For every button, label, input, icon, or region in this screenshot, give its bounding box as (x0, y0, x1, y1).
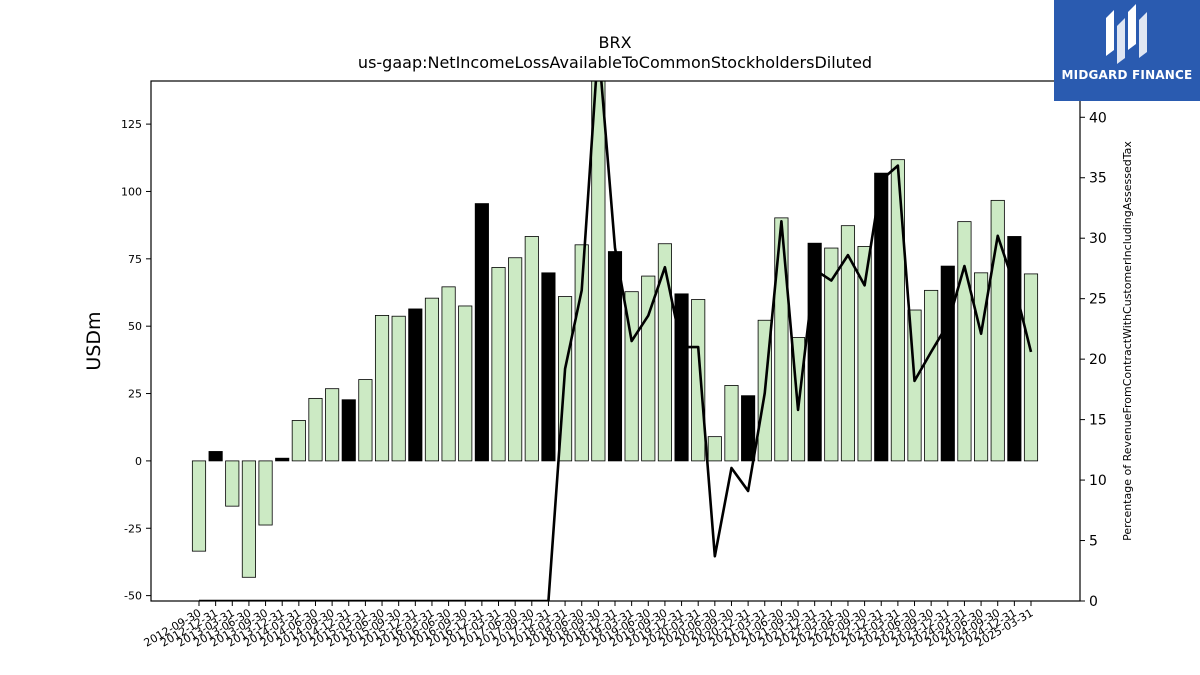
bar-2022-12-31 (874, 172, 889, 462)
bar-2017-06-30 (508, 257, 523, 462)
bar-2024-03-31 (957, 221, 972, 462)
bar-2016-12-31 (474, 203, 489, 462)
bar-2012-09-30 (191, 460, 207, 552)
bar-2013-03-31 (225, 460, 240, 507)
bar-2019-09-30 (657, 243, 672, 462)
bar-2021-06-30 (774, 217, 789, 462)
y-tick-label: 25 (128, 388, 142, 401)
bar-2014-06-30 (308, 397, 323, 462)
y-tick-label: 100 (121, 185, 142, 198)
percentage-line (199, 81, 1033, 601)
bar-2025-03-31 (1023, 273, 1039, 462)
bar-2013-12-31 (275, 457, 290, 462)
y2-tick-label: 25 (1089, 292, 1107, 308)
y2-tick-label: 35 (1089, 171, 1107, 187)
bar-2016-09-30 (458, 305, 473, 462)
y-tick-label: -25 (124, 522, 142, 535)
chart-title: BRX (598, 33, 631, 52)
y2-tick-label: 5 (1089, 534, 1098, 550)
bar-2020-03-31 (691, 299, 706, 462)
line-group (199, 81, 1033, 601)
bar-2012-12-31 (208, 451, 223, 462)
y2-tick-label: 10 (1089, 473, 1107, 489)
bar-2018-09-30 (591, 81, 606, 462)
y2-axis-label: Percentage of RevenueFromContractWithCus… (1121, 141, 1134, 541)
bar-2022-03-31 (824, 247, 839, 462)
y2-tick-label: 40 (1089, 110, 1107, 126)
bar-2017-09-30 (524, 236, 539, 462)
bar-2016-03-31 (424, 297, 440, 462)
bar-2016-06-30 (441, 286, 456, 462)
y2-tick-label: 30 (1089, 231, 1107, 247)
bar-2015-12-31 (408, 308, 423, 462)
y-tick-label: 125 (121, 118, 142, 131)
y2-tick-label: 15 (1089, 413, 1107, 429)
logo-mark-icon (1106, 4, 1147, 64)
bar-2017-12-31 (541, 272, 556, 462)
bar-2013-06-30 (241, 460, 256, 578)
bar-2020-06-30 (707, 436, 722, 462)
bar-2013-09-30 (258, 460, 273, 526)
y-axis-label: USDm (83, 311, 105, 370)
midgard-finance-logo: MIDGARD FINANCE (1054, 0, 1200, 101)
bar-2022-06-30 (840, 225, 856, 462)
logo-text: MIDGARD FINANCE (1061, 68, 1193, 82)
bar-2018-06-30 (574, 244, 589, 462)
bar-2014-03-31 (291, 420, 306, 462)
y-tick-label: 75 (128, 253, 142, 266)
y-tick-label: 0 (135, 455, 142, 468)
bar-2015-06-30 (374, 314, 390, 462)
y2-tick-label: 0 (1089, 594, 1098, 610)
bar-2014-09-30 (325, 388, 340, 462)
y2-tick-label: 20 (1089, 352, 1107, 368)
bar-2023-03-31 (890, 159, 905, 462)
bar-2020-12-31 (741, 395, 756, 462)
y-tick-label: 50 (128, 320, 142, 333)
bar-2020-09-30 (724, 385, 739, 462)
bar-2015-09-30 (391, 315, 406, 462)
bar-2023-12-31 (940, 265, 955, 462)
bar-2015-03-31 (358, 379, 373, 462)
bar-2024-12-31 (1007, 236, 1022, 462)
bar-2023-09-30 (924, 289, 939, 462)
bar-2022-09-30 (857, 246, 872, 462)
chart-subtitle: us-gaap:NetIncomeLossAvailableToCommonSt… (358, 53, 872, 72)
axes: -50-25025507510012505101520253035402012-… (121, 80, 1107, 650)
bar-2024-09-30 (990, 199, 1005, 462)
bar-2014-12-31 (341, 399, 356, 462)
y-tick-label: -50 (124, 590, 142, 603)
bar-2017-03-31 (491, 267, 506, 462)
bar-2018-12-31 (607, 251, 623, 462)
